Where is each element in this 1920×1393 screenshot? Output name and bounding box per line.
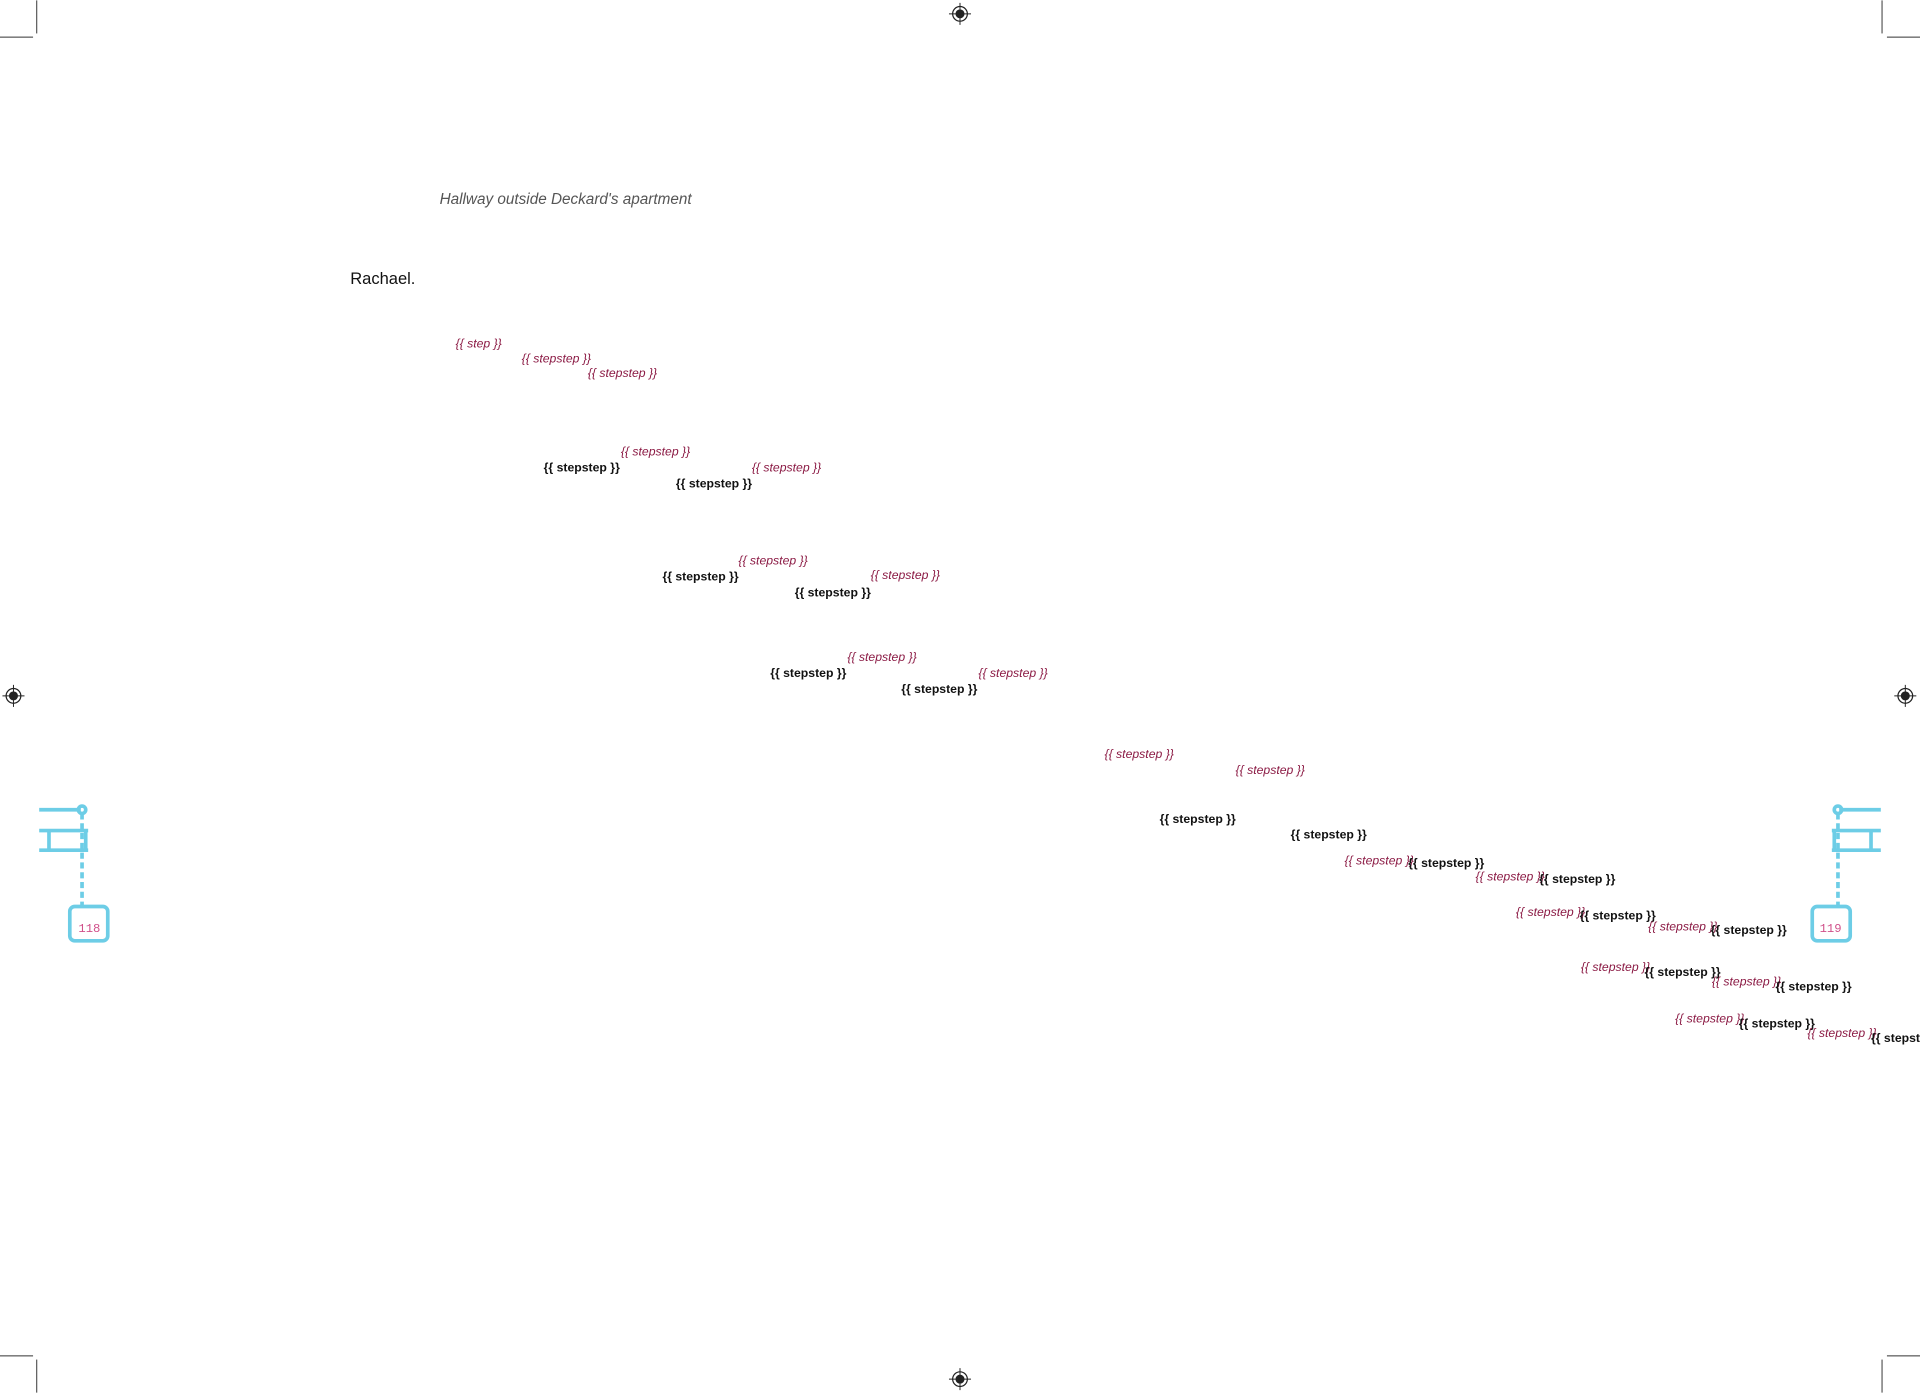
step-text: {{ stepstep }} — [871, 568, 940, 582]
speaker: Rachael. — [350, 269, 415, 288]
page-number: 118 — [78, 922, 100, 936]
registration-mark — [948, 2, 972, 25]
step-text: {{ stepstep }} — [1236, 763, 1305, 777]
step-text: {{ stepstep }} — [1476, 869, 1545, 883]
step-text: {{ stepstep }} — [901, 682, 977, 696]
step-text: {{ stepstep }} — [1539, 872, 1615, 886]
step-text: {{ stepstep }} — [1580, 909, 1656, 923]
page-number: 119 — [1820, 922, 1842, 936]
page-icon-right — [1810, 804, 1881, 943]
registration-mark — [948, 1368, 972, 1391]
step-text: {{ stepstep }} — [1711, 923, 1787, 937]
step-text: {{ stepstep }} — [1712, 975, 1781, 989]
step-text: {{ stepstep }} — [544, 460, 620, 474]
step-text: {{ stepstep }} — [1739, 1016, 1815, 1030]
step-text: {{ stepstep }} — [978, 666, 1047, 680]
step-text: {{ stepstep }} — [1104, 747, 1173, 761]
step-text: {{ stepstep }} — [1871, 1031, 1920, 1045]
step-text: {{ stepstep }} — [522, 351, 591, 365]
page-icon-left — [39, 804, 110, 943]
step-text: {{ stepstep }} — [795, 585, 871, 599]
step-text: {{ stepstep }} — [588, 366, 657, 380]
step-text: {{ stepstep }} — [1644, 965, 1720, 979]
step-text: {{ stepstep }} — [1291, 828, 1367, 842]
step-text: {{ stepstep }} — [621, 444, 690, 458]
scene-caption: Hallway outside Deckard's apartment — [440, 191, 693, 208]
step-text: {{ stepstep }} — [662, 569, 738, 583]
step-text: {{ stepstep }} — [1516, 905, 1585, 919]
step-text: {{ stepstep }} — [752, 460, 821, 474]
step-text: {{ stepstep }} — [770, 666, 846, 680]
step-text: {{ stepstep }} — [1648, 920, 1717, 934]
step-text: {{ stepstep }} — [1344, 853, 1413, 867]
step-text: {{ step }} — [456, 337, 502, 351]
step-text: {{ stepstep }} — [1807, 1026, 1876, 1040]
registration-mark — [2, 684, 25, 707]
step-text: {{ stepstep }} — [847, 650, 916, 664]
step-text: {{ stepstep }} — [738, 553, 807, 567]
registration-mark — [1894, 684, 1917, 707]
step-text: {{ stepstep }} — [676, 476, 752, 490]
step-text: {{ stepstep }} — [1776, 980, 1852, 994]
step-text: {{ stepstep }} — [1675, 1011, 1744, 1025]
step-text: {{ stepstep }} — [1408, 856, 1484, 870]
step-cascade: {{ step }}{{ stepstep }}{{ stepstep }}{{… — [456, 337, 1920, 1045]
step-text: {{ stepstep }} — [1160, 812, 1236, 826]
step-text: {{ stepstep }} — [1581, 960, 1650, 974]
